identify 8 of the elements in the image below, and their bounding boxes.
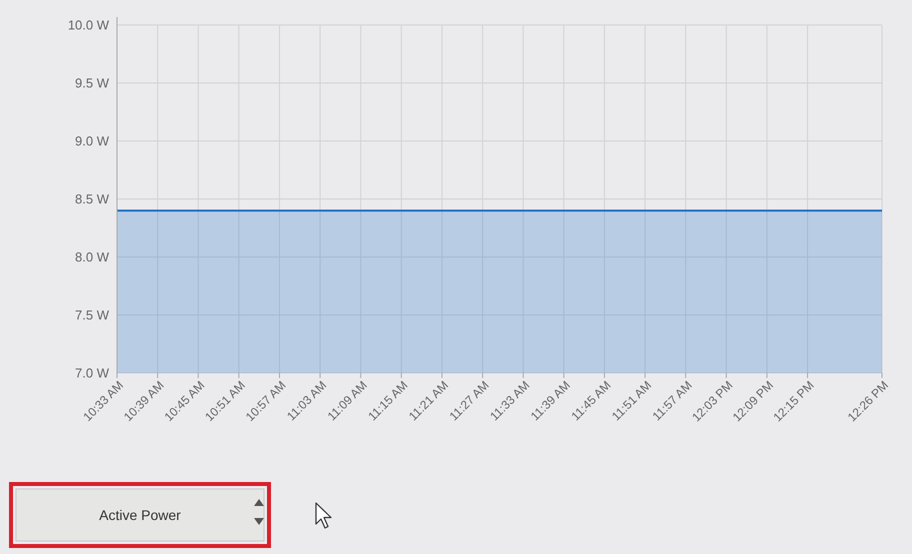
y-tick-label: 10.0 W: [68, 18, 110, 33]
y-tick-label: 9.0 W: [75, 134, 110, 149]
y-tick-label: 8.5 W: [75, 192, 110, 207]
text: Active Power: [99, 506, 182, 523]
y-tick-label: 7.5 W: [75, 308, 110, 323]
y-tick-label: 9.5 W: [75, 76, 110, 91]
y-tick-label: 8.0 W: [75, 250, 110, 265]
y-tick-label: 7.0 W: [75, 366, 110, 381]
